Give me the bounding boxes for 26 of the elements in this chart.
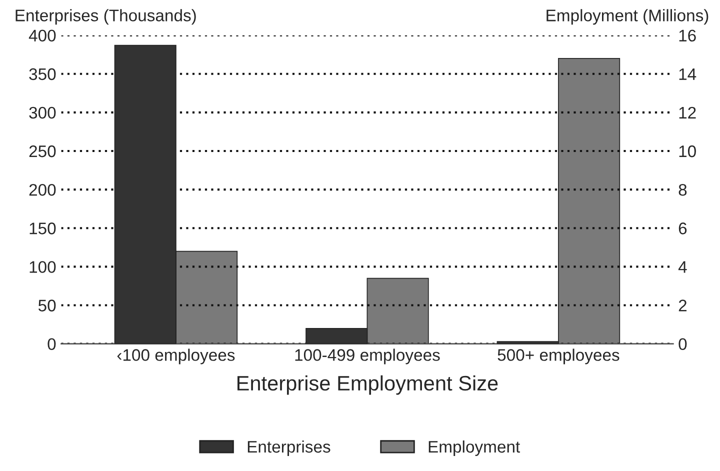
y-tick-label: 350	[29, 68, 56, 80]
y2-tick-label: 16	[679, 30, 696, 42]
x-tick-label: ‹100 employees	[117, 348, 235, 364]
y2-tick-label: 8	[678, 184, 687, 196]
y2-tick-label: 0	[678, 338, 687, 350]
y2-tick-label: 6	[678, 222, 687, 234]
y2-tick-label: 10	[679, 145, 696, 158]
y-tick-label: 200	[29, 184, 56, 196]
x-axis-title: Enterprise Employment Size	[237, 375, 498, 395]
y-tick-label: 250	[29, 145, 56, 158]
y2-tick-label: 12	[679, 106, 696, 118]
y-tick-label: 50	[38, 300, 56, 312]
y2-axis-title: Employment (Millions)	[546, 9, 708, 25]
y2-tick-label: 2	[678, 300, 686, 312]
legend-label: Employment	[428, 440, 520, 456]
y-axis-title: Enterprises (Thousands)	[16, 9, 196, 25]
legend-label: Enterprises	[248, 440, 330, 456]
y-tick-label: 100	[30, 261, 56, 273]
y-tick-label: 300	[29, 106, 56, 119]
y-tick-label: 0	[48, 338, 56, 350]
x-tick-label: 500+ employees	[498, 348, 620, 364]
y-tick-label: 150	[30, 222, 56, 234]
y2-tick-label: 14	[679, 68, 696, 80]
y2-tick-label: 4	[678, 261, 687, 273]
y-tick-label: 400	[28, 30, 56, 42]
x-tick-label: 100-499 employees	[295, 348, 440, 364]
